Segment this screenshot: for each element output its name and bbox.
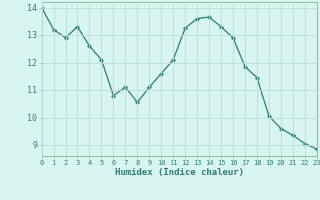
X-axis label: Humidex (Indice chaleur): Humidex (Indice chaleur) (115, 168, 244, 177)
